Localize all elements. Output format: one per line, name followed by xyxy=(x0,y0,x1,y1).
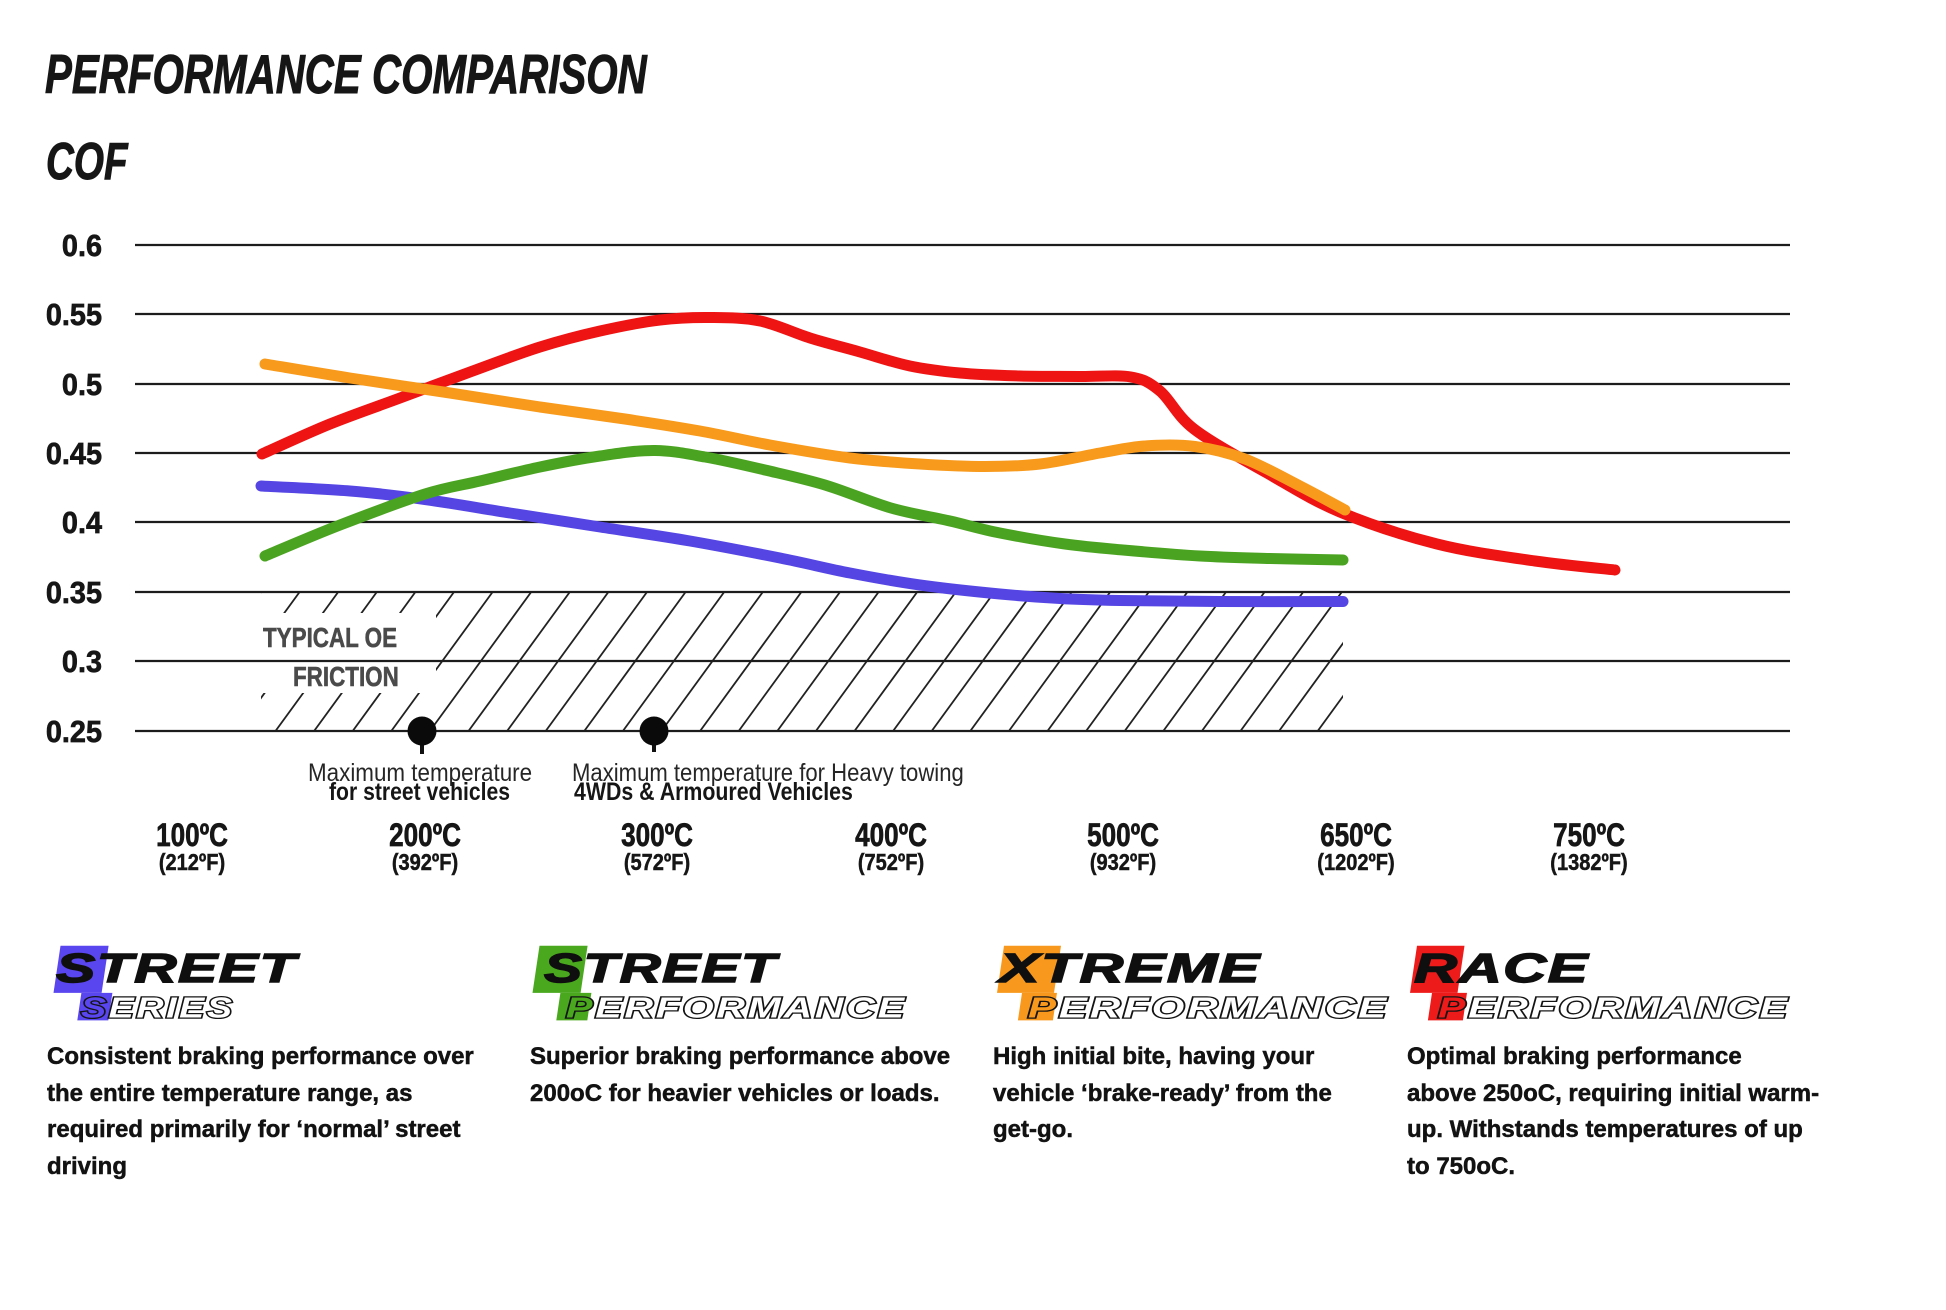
svg-text:PERFORMANCE: PERFORMANCE xyxy=(566,992,907,1024)
svg-text:PERFORMANCE: PERFORMANCE xyxy=(1028,991,1389,1024)
svg-text:PERFORMANCE: PERFORMANCE xyxy=(1438,991,1790,1024)
svg-text:SERIES: SERIES xyxy=(81,992,235,1024)
